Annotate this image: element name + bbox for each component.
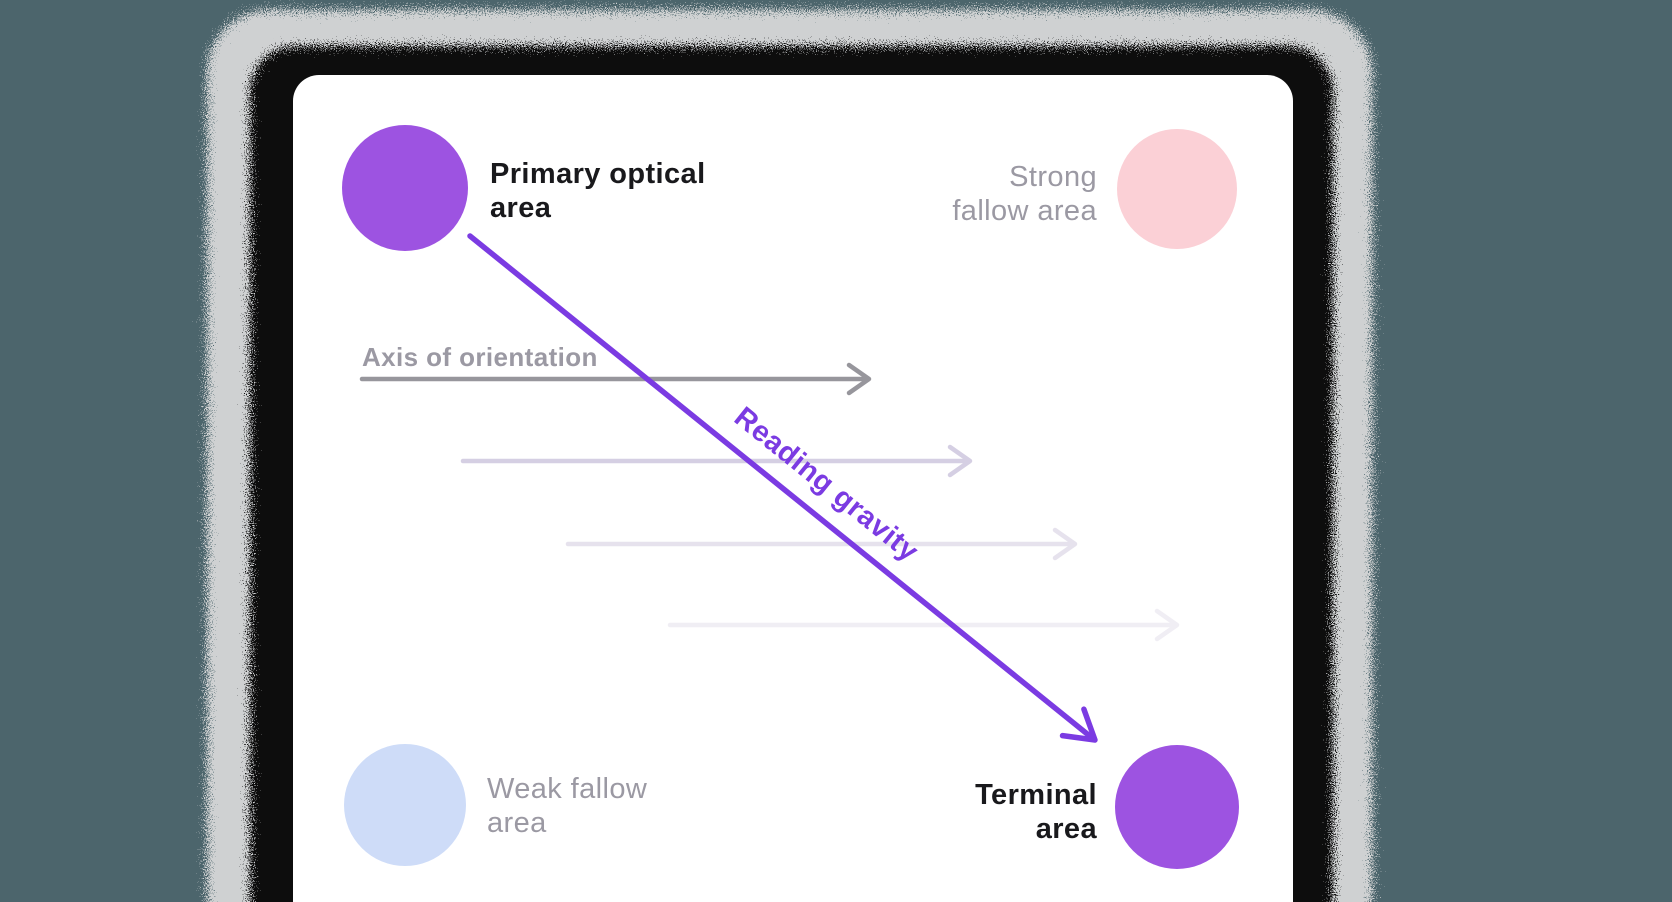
strong-fallow-area-label: Strong fallow area — [952, 161, 1097, 227]
axis-arrow-1-icon — [359, 362, 872, 396]
reading-gravity-arrow-icon — [467, 233, 1098, 743]
primary-optical-area-circle — [342, 125, 468, 251]
weak-fallow-area-circle — [344, 744, 466, 866]
weak-fallow-area-label: Weak fallow area — [487, 773, 648, 839]
axis-arrow-2-icon — [460, 444, 973, 478]
axis-arrow-4-icon — [667, 608, 1180, 642]
axis-arrow-3-icon — [565, 527, 1078, 561]
primary-optical-area-label: Primary optical area — [490, 158, 706, 224]
terminal-area-label: Terminal area — [975, 779, 1097, 845]
strong-fallow-area-circle — [1117, 129, 1237, 249]
terminal-area-circle — [1115, 745, 1239, 869]
axis-of-orientation-label: Axis of orientation — [362, 342, 598, 372]
